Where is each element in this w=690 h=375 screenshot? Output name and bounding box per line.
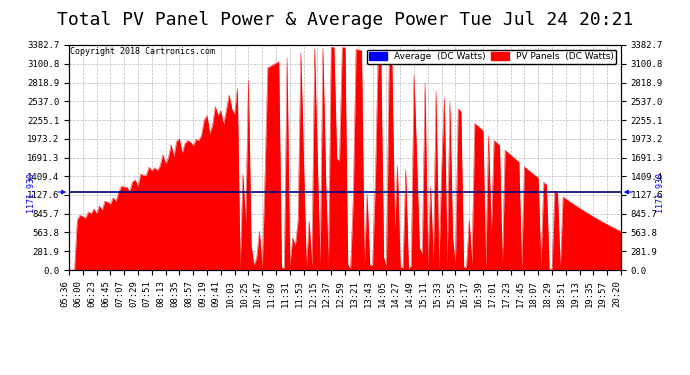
Text: 1171.930: 1171.930 [655, 172, 664, 212]
Text: 1171.930: 1171.930 [26, 172, 35, 212]
Legend: Average  (DC Watts), PV Panels  (DC Watts): Average (DC Watts), PV Panels (DC Watts) [366, 50, 616, 64]
Text: Copyright 2018 Cartronics.com: Copyright 2018 Cartronics.com [70, 47, 215, 56]
Text: Total PV Panel Power & Average Power Tue Jul 24 20:21: Total PV Panel Power & Average Power Tue… [57, 11, 633, 29]
